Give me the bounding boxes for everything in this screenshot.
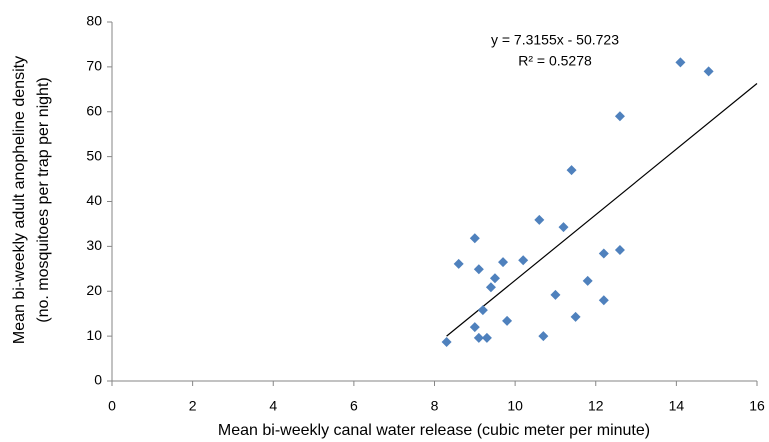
x-tick-label: 6	[350, 398, 358, 414]
data-point	[473, 264, 484, 275]
x-tick-label: 14	[669, 398, 685, 414]
y-tick-label: 10	[86, 327, 102, 343]
data-point	[570, 311, 581, 322]
data-point	[453, 258, 464, 269]
data-point	[598, 295, 609, 306]
data-point	[473, 332, 484, 343]
data-point	[675, 57, 686, 68]
trendline	[446, 83, 758, 337]
y-tick-label: 20	[86, 282, 102, 298]
y-tick-label: 70	[86, 58, 102, 74]
data-point	[550, 289, 561, 300]
y-tick-label: 80	[86, 13, 102, 29]
y-tick-label: 30	[86, 237, 102, 253]
y-axis-title: (no. mosquitoes per trap per night)	[35, 77, 52, 322]
data-point	[481, 332, 492, 343]
equation: y = 7.3155x - 50.723	[491, 32, 619, 48]
data-point	[477, 305, 488, 316]
data-point	[703, 66, 714, 77]
data-point	[441, 336, 452, 347]
data-point	[558, 222, 569, 233]
x-axis-title: Mean bi-weekly canal water release (cubi…	[218, 422, 650, 439]
x-tick-label: 12	[588, 398, 604, 414]
data-point	[614, 244, 625, 255]
data-point	[598, 248, 609, 259]
data-point	[498, 257, 509, 268]
data-point	[534, 214, 545, 225]
data-point	[469, 322, 480, 333]
data-point	[614, 111, 625, 122]
x-tick-label: 4	[269, 398, 277, 414]
y-tick-label: 40	[86, 192, 102, 208]
r-squared: R² = 0.5278	[518, 53, 592, 69]
y-tick-label: 50	[86, 147, 102, 163]
y-tick-label: 60	[86, 102, 102, 118]
x-tick-label: 8	[431, 398, 439, 414]
data-point	[485, 282, 496, 293]
x-tick-label: 2	[189, 398, 197, 414]
data-point	[582, 275, 593, 286]
data-point	[566, 165, 577, 176]
data-point	[502, 315, 513, 326]
data-point	[538, 331, 549, 342]
x-tick-label: 16	[749, 398, 765, 414]
x-tick-label: 0	[108, 398, 116, 414]
y-tick-label: 0	[94, 372, 102, 388]
y-axis-title: Mean bi-weekly adult anopheline density	[11, 56, 28, 344]
data-point	[518, 255, 529, 266]
x-tick-label: 10	[507, 398, 523, 414]
data-point	[469, 233, 480, 244]
data-point	[489, 273, 500, 284]
